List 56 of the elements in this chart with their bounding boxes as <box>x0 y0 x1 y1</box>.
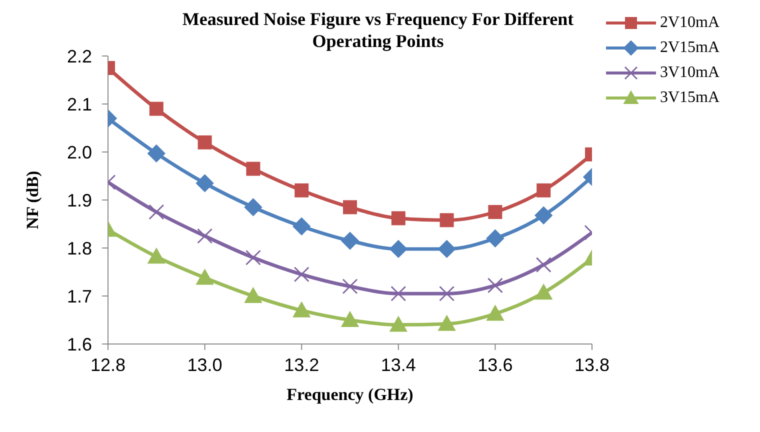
point <box>440 213 454 228</box>
point <box>438 314 456 331</box>
legend-label: 3V15mA <box>660 88 720 106</box>
point <box>389 316 408 332</box>
chart-title: Measured Noise Figure vs Frequency For Different Operating Points <box>181 8 575 52</box>
point <box>196 268 214 285</box>
y-tick-label: 1.8 <box>66 238 92 258</box>
y-tick-label: 2.1 <box>66 94 92 114</box>
point <box>534 284 553 300</box>
point <box>197 228 213 244</box>
point <box>147 144 166 163</box>
x-tick-label: 13.6 <box>478 354 513 375</box>
point <box>149 102 164 116</box>
point <box>536 257 552 273</box>
point <box>391 211 406 226</box>
x-axis-title: Frequency (GHz) <box>286 385 414 404</box>
point <box>342 278 358 294</box>
y-tick-label: 1.7 <box>66 286 92 306</box>
point <box>390 286 406 302</box>
point <box>534 206 553 224</box>
legend-label: 3V10mA <box>660 64 720 82</box>
point <box>486 229 504 248</box>
point <box>244 198 262 216</box>
point <box>292 217 311 236</box>
point <box>439 286 455 302</box>
point <box>148 204 164 220</box>
point <box>536 183 551 198</box>
point <box>147 248 166 264</box>
y-tick-label: 1.6 <box>66 334 92 354</box>
y-tick-label: 2.2 <box>66 46 92 66</box>
point <box>343 200 357 214</box>
legend-label: 2V10mA <box>660 14 720 32</box>
legend-label: 2V15mA <box>660 38 720 56</box>
point <box>438 240 456 258</box>
x-tick-label: 13.4 <box>380 354 416 375</box>
point <box>389 240 408 258</box>
point <box>486 304 504 321</box>
point <box>292 301 311 318</box>
point <box>294 266 310 282</box>
point <box>246 162 260 176</box>
point <box>340 310 360 327</box>
point <box>487 278 503 294</box>
point <box>245 250 261 266</box>
text: 2.0 <box>66 142 92 162</box>
point <box>198 135 212 150</box>
y-axis-title: NF (dB) <box>23 170 42 230</box>
point <box>196 174 214 192</box>
x-tick-label: 13.8 <box>574 354 610 375</box>
text: 13.0 <box>187 354 222 375</box>
point <box>244 286 262 303</box>
point <box>294 183 309 198</box>
point <box>488 205 502 219</box>
point <box>340 232 360 250</box>
x-tick-label: 12.8 <box>90 354 126 375</box>
x-tick-label: 13.2 <box>284 354 320 375</box>
y-tick-label: 1.9 <box>66 190 92 210</box>
